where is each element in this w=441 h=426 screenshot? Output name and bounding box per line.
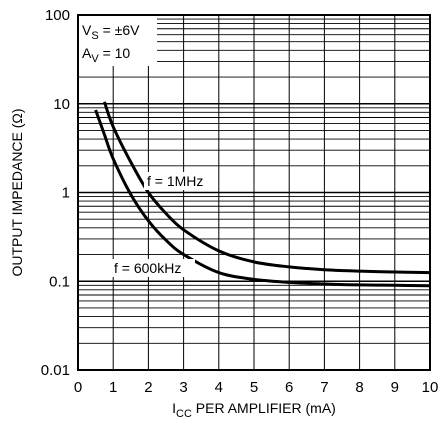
- conditions-background: [79, 16, 157, 66]
- y-tick-label: 0.01: [41, 362, 70, 379]
- label-background-600khz: [111, 259, 195, 277]
- x-tick-label: 9: [391, 379, 399, 396]
- series-label-600khz: f = 600kHz: [114, 260, 181, 276]
- y-tick-label: 10: [53, 96, 70, 113]
- x-axis-label: ICC PER AMPLIFIER (mA): [172, 400, 336, 420]
- curves: [94, 101, 431, 288]
- x-tick-label: 6: [285, 379, 293, 396]
- plot-frame: [77, 14, 431, 371]
- y-tick-label: 100: [45, 7, 70, 24]
- x-tick-label: 2: [144, 379, 152, 396]
- x-tick-label: 10: [422, 379, 439, 396]
- y-tick-label: 0.1: [49, 273, 70, 290]
- x-tick-labels: 0 1 2 3 4 5 6 7 8 9 10: [74, 379, 439, 396]
- conditions-box: VS = ±6V AV = 10: [79, 16, 157, 66]
- x-tick-label: 5: [250, 379, 258, 396]
- series-line-1mhz: [102, 101, 431, 275]
- x-tick-label: 0: [74, 379, 82, 396]
- x-tick-label: 3: [179, 379, 187, 396]
- y-axis-label: OUTPUT IMPEDANCE (Ω): [9, 108, 25, 276]
- y-tick-labels: 100 10 1 0.1 0.01: [41, 7, 70, 379]
- series-line-600khz: [94, 109, 431, 288]
- x-tick-label: 1: [109, 379, 117, 396]
- gain-label: AV = 10: [82, 45, 130, 65]
- supply-voltage-label: VS = ±6V: [82, 22, 140, 42]
- x-tick-label: 7: [320, 379, 328, 396]
- series-label-1mhz: f = 1MHz: [147, 173, 203, 189]
- label-background-1mhz: [144, 172, 216, 190]
- x-tick-label: 8: [355, 379, 363, 396]
- x-tick-label: 4: [215, 379, 223, 396]
- grid: [78, 15, 430, 370]
- y-tick-label: 1: [62, 185, 70, 202]
